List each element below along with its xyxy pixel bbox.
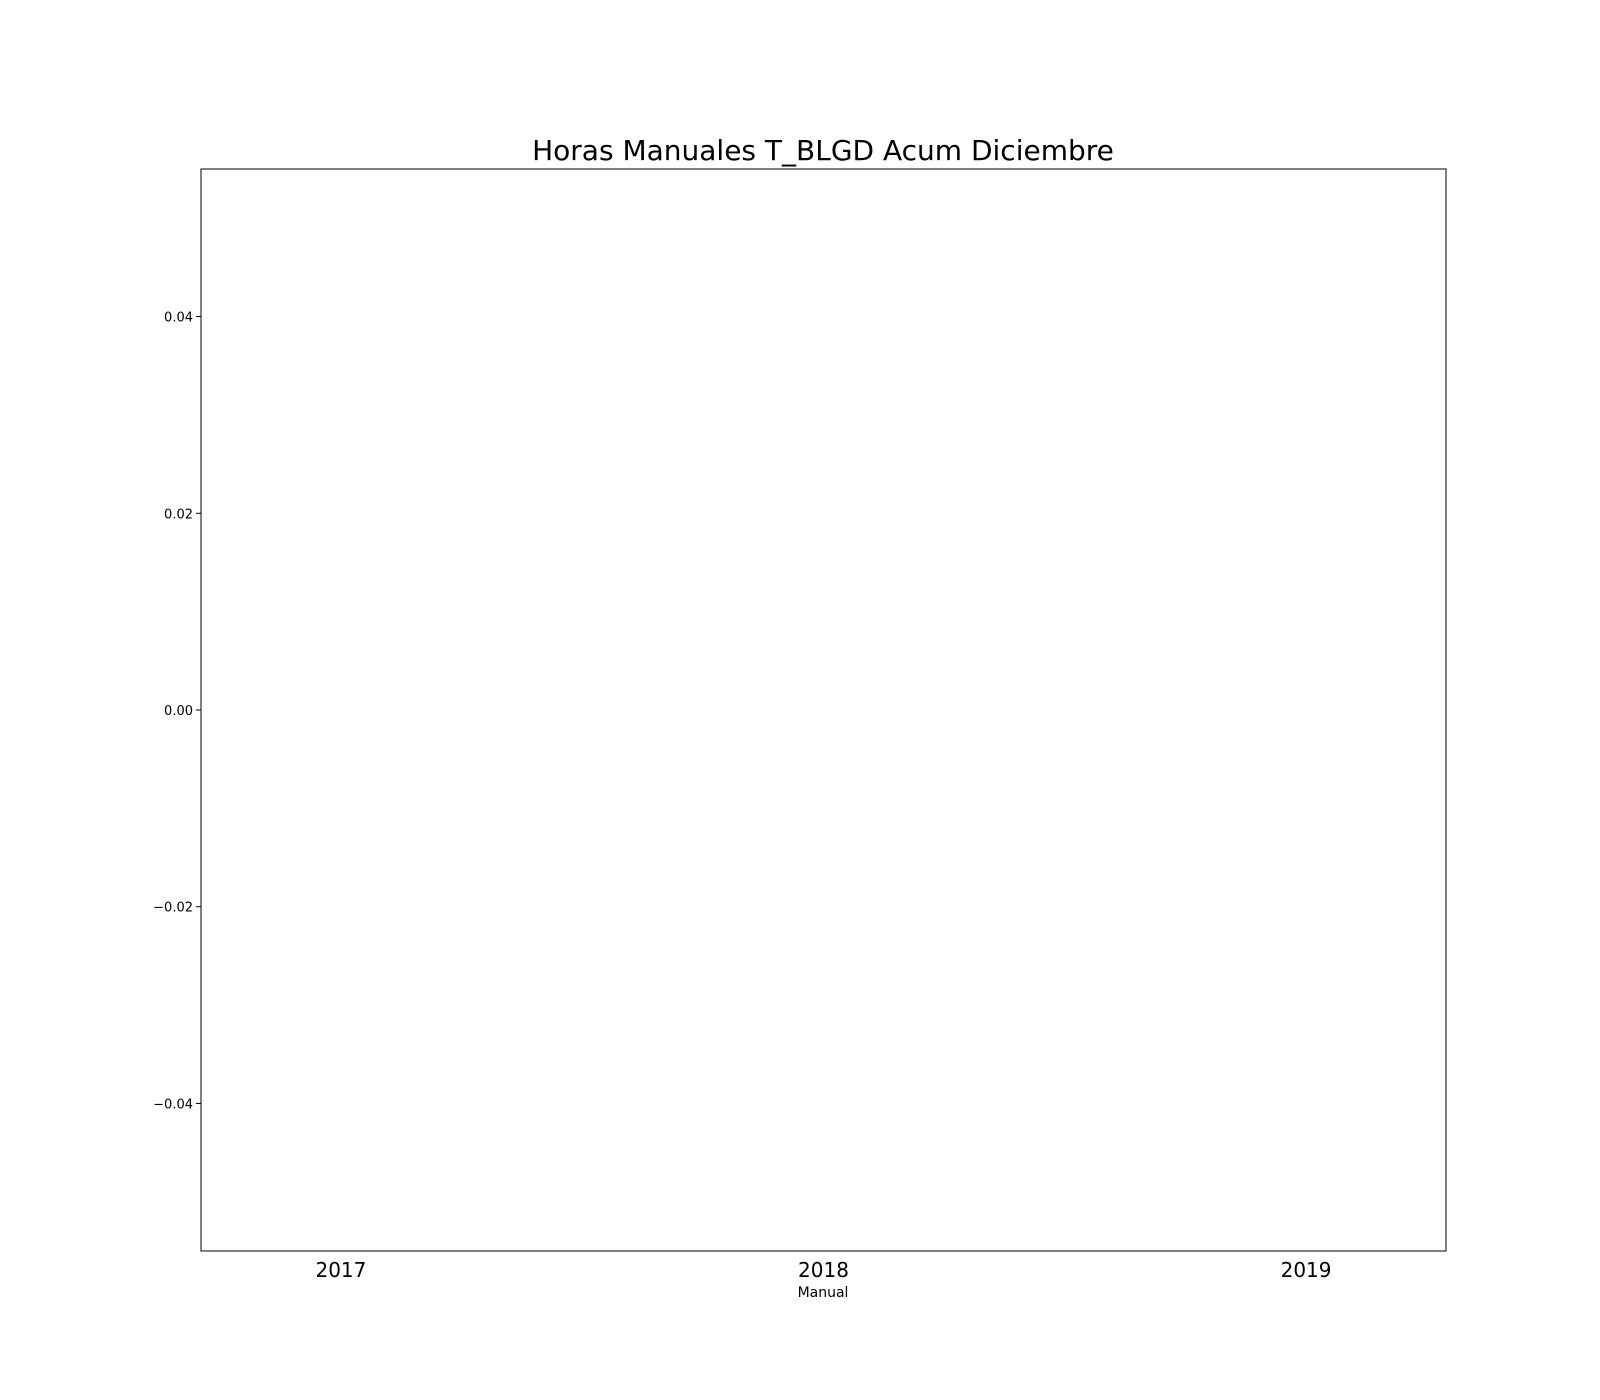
axes-frame bbox=[200, 168, 1447, 1252]
y-tick-label: 0.04 bbox=[164, 311, 193, 326]
y-tick-label: 0.02 bbox=[164, 507, 193, 522]
y-tick-label: −0.02 bbox=[153, 901, 193, 916]
chart-title: Horas Manuales T_BLGD Acum Diciembre bbox=[532, 134, 1114, 167]
x-tick-label: 2019 bbox=[1281, 1258, 1332, 1282]
y-tick-label: 0.00 bbox=[164, 704, 193, 719]
x-axis-label: Manual bbox=[798, 1285, 849, 1301]
plot-area bbox=[200, 168, 1447, 1252]
x-tick-label: 2018 bbox=[798, 1258, 849, 1282]
x-axis: 2017 2018 2019 bbox=[315, 1258, 1331, 1282]
x-tick-label: 2017 bbox=[315, 1258, 366, 1282]
y-axis: −0.04 −0.02 0.00 0.02 0.04 bbox=[153, 311, 201, 1112]
y-tick-label: −0.04 bbox=[153, 1097, 193, 1112]
